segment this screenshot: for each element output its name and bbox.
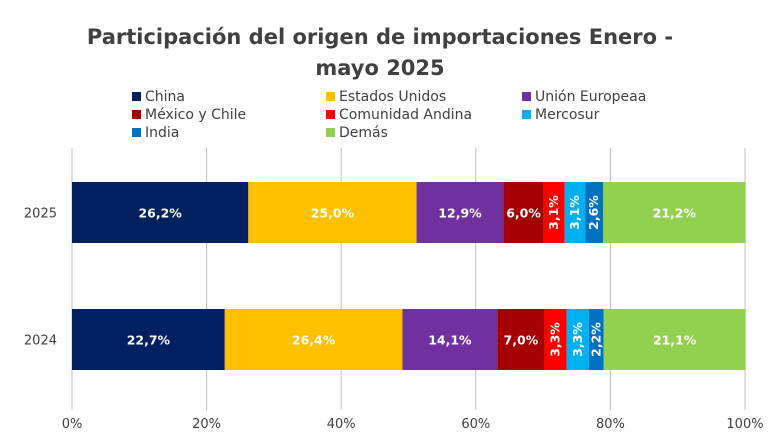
bar-segment-mercosur-2024: 3,3%	[566, 309, 589, 370]
bar-segment-demas-2024: 21,1%	[603, 309, 746, 370]
data-label: 6,0%	[506, 206, 541, 221]
x-tick-label: 20%	[192, 417, 221, 432]
legend-label: Unión Europeaa	[535, 89, 646, 105]
legend-swatch	[522, 92, 531, 101]
data-label: 14,1%	[428, 333, 472, 348]
legend-label: Mercosur	[535, 107, 600, 123]
bar-china	[72, 182, 249, 243]
x-tick-label: 60%	[461, 417, 490, 432]
legend: China Estados Unidos Unión Europeaa México …	[132, 89, 646, 141]
chart-title-line-2: mayo 2025	[315, 56, 444, 80]
data-label: 3,3%	[548, 322, 563, 357]
bar-india	[588, 309, 604, 370]
legend-label: Comunidad Andina	[339, 107, 472, 123]
data-label: 21,1%	[653, 333, 697, 348]
legend-item-union-europeaa: Unión Europeaa	[522, 89, 646, 105]
data-label: 2,6%	[586, 195, 601, 230]
data-label: 12,9%	[438, 206, 482, 221]
x-tick-label: 100%	[726, 417, 763, 432]
bar-mercosur	[566, 309, 589, 370]
legend-label: Estados Unidos	[339, 89, 446, 105]
bar-union-europeaa	[416, 182, 504, 243]
legend-item-demas: Demás	[326, 125, 388, 141]
x-tick-label: 0%	[62, 417, 83, 432]
legend-item-estados-unidos: Estados Unidos	[326, 89, 446, 105]
legend-swatch	[326, 110, 335, 119]
bar-estados-unidos	[248, 182, 417, 243]
y-category-label: 2025	[24, 207, 57, 222]
bar-segment-comunidad-andina-2024: 3,3%	[544, 309, 567, 370]
bar-segment-mexico-y-chile-2024: 7,0%	[497, 309, 545, 370]
bars: 26,2% 25,0% 12,9% 6,0% 3,1% 3,1% 2,6% 21,2% 22,7…	[72, 182, 746, 370]
legend-item-china: China	[132, 89, 185, 105]
legend-swatch	[132, 92, 141, 101]
legend-item-mexico-y-chile: México y Chile	[132, 107, 246, 123]
legend-label: México y Chile	[145, 107, 246, 123]
data-label: 3,1%	[546, 195, 561, 230]
bar-segment-estados-unidos-2025: 25,0%	[248, 182, 417, 243]
data-label: 21,2%	[653, 206, 697, 221]
bar-comunidad-andina	[544, 309, 567, 370]
bar-union-europeaa	[402, 309, 498, 370]
bar-estados-unidos	[224, 309, 403, 370]
legend-item-mercosur: Mercosur	[522, 107, 600, 123]
y-category-label: 2024	[24, 334, 57, 349]
bar-china	[72, 309, 225, 370]
legend-label: India	[145, 125, 179, 141]
bar-demas	[603, 309, 746, 370]
data-label: 3,3%	[570, 322, 585, 357]
legend-swatch	[522, 110, 531, 119]
bar-segment-china-2025: 26,2%	[72, 182, 249, 243]
x-tick-label: 40%	[327, 417, 356, 432]
legend-item-comunidad-andina: Comunidad Andina	[326, 107, 472, 123]
bar-mercosur	[564, 182, 586, 243]
x-tick-label: 80%	[596, 417, 625, 432]
bar-segment-union-europeaa-2024: 14,1%	[402, 309, 498, 370]
data-label: 3,1%	[567, 195, 582, 230]
bar-mexico-y-chile	[503, 182, 544, 243]
bar-segment-estados-unidos-2024: 26,4%	[224, 309, 403, 370]
bar-segment-comunidad-andina-2025: 3,1%	[543, 182, 565, 243]
bar-demas	[602, 182, 746, 243]
bar-segment-mercosur-2025: 3,1%	[564, 182, 586, 243]
chart-title: Participación del origen de importacione…	[87, 25, 673, 80]
bar-segment-union-europeaa-2025: 12,9%	[416, 182, 504, 243]
chart-title-line-1: Participación del origen de importacione…	[87, 25, 673, 49]
y-axis-categories: 2025 2024	[24, 207, 57, 349]
legend-swatch	[326, 128, 335, 137]
legend-swatch	[326, 92, 335, 101]
bar-india	[585, 182, 603, 243]
bar-segment-demas-2025: 21,2%	[602, 182, 746, 243]
bar-segment-china-2024: 22,7%	[72, 309, 225, 370]
legend-swatch	[132, 110, 141, 119]
legend-label: Demás	[339, 125, 388, 141]
data-label: 7,0%	[504, 333, 539, 348]
data-label: 25,0%	[311, 206, 355, 221]
data-label: 26,4%	[292, 333, 336, 348]
bar-segment-mexico-y-chile-2025: 6,0%	[503, 182, 544, 243]
legend-item-india: India	[132, 125, 179, 141]
legend-label: China	[145, 89, 185, 105]
data-label: 22,7%	[127, 333, 171, 348]
bar-segment-india-2025: 2,6%	[585, 182, 603, 243]
bar-mexico-y-chile	[497, 309, 545, 370]
data-label: 2,2%	[588, 322, 603, 357]
bar-segment-india-2024: 2,2%	[588, 309, 604, 370]
data-label: 26,2%	[138, 206, 182, 221]
bar-comunidad-andina	[543, 182, 565, 243]
x-axis-ticks: 0% 20% 40% 60% 80% 100%	[62, 417, 764, 432]
legend-swatch	[132, 128, 141, 137]
